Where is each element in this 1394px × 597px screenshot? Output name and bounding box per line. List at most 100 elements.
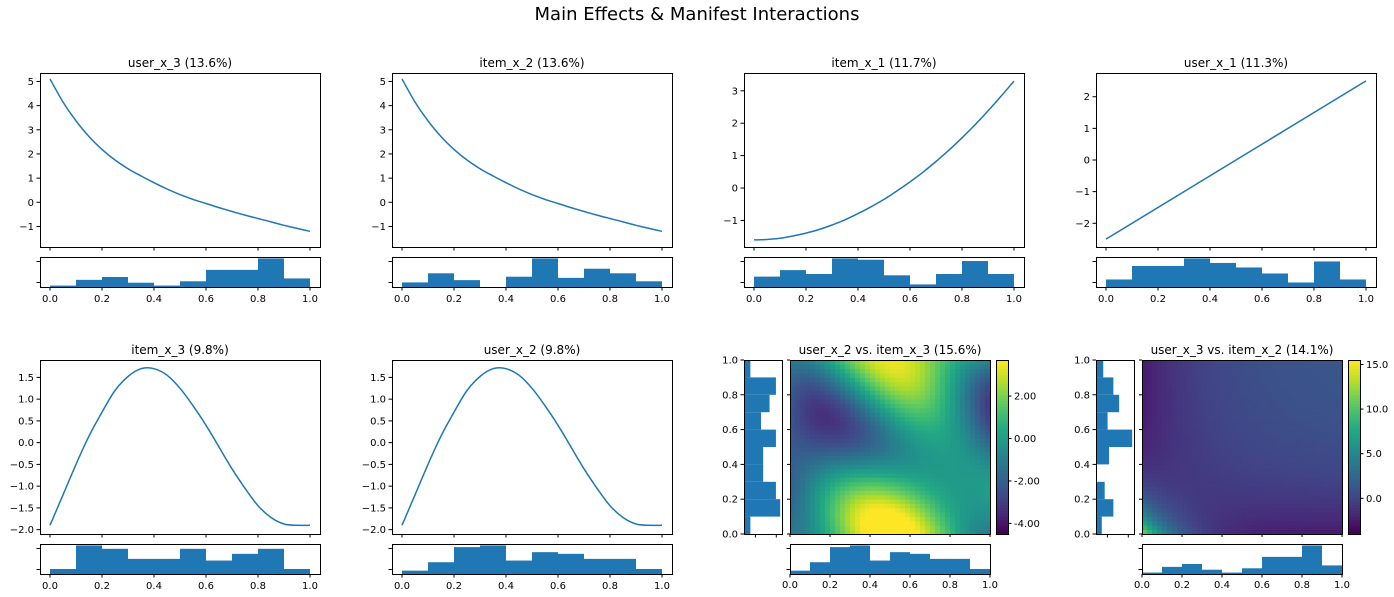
heatmap-cell-7-15-16 xyxy=(1217,460,1223,465)
histogram-bar-5-4 xyxy=(506,560,532,574)
heatmap-cell-6-19-26 xyxy=(885,416,891,422)
heatmap-cell-7-11-16 xyxy=(1197,460,1203,465)
heatmap-cell-7-5-39 xyxy=(1167,360,1173,365)
ytick-label-6-1: 0.2 xyxy=(722,495,738,506)
heatmap-cell-7-8-10 xyxy=(1182,486,1188,491)
heatmap-cell-7-7-7 xyxy=(1177,499,1183,504)
heatmap-cell-6-30-31 xyxy=(940,394,946,400)
heatmap-cell-7-13-39 xyxy=(1207,360,1213,365)
heatmap-cell-6-0-2 xyxy=(790,520,796,526)
heatmap-cell-6-17-20 xyxy=(875,442,881,448)
heatmap-cell-7-29-39 xyxy=(1287,360,1293,365)
heatmap-cell-7-15-9 xyxy=(1217,490,1223,496)
x-histogram-bar-6-5 xyxy=(890,552,910,574)
heatmap-cell-7-8-33 xyxy=(1182,386,1188,391)
heatmap-cell-7-33-17 xyxy=(1307,455,1313,461)
histogram-bar-1-9 xyxy=(636,281,662,287)
ytick-label-4-6: 1.0 xyxy=(18,395,34,406)
heatmap-cell-7-9-9 xyxy=(1187,490,1193,496)
heatmap-cell-7-25-32 xyxy=(1267,390,1273,396)
heatmap-cell-6-29-12 xyxy=(935,477,941,483)
heatmap-cell-6-25-7 xyxy=(915,499,921,504)
heatmap-cell-7-31-7 xyxy=(1297,499,1303,504)
heatmap-cell-7-25-21 xyxy=(1267,438,1273,444)
heatmap-cell-7-28-22 xyxy=(1282,433,1288,439)
heatmap-cell-6-10-9 xyxy=(840,490,846,496)
heatmap-cell-6-18-36 xyxy=(880,373,886,378)
heatmap-cell-6-11-5 xyxy=(845,507,851,513)
heatmap-cell-7-9-29 xyxy=(1187,403,1193,409)
heatmap-cell-6-34-2 xyxy=(960,520,966,526)
heatmap-cell-7-15-33 xyxy=(1217,386,1223,391)
colorbar-segment-6-25 xyxy=(996,458,1008,462)
heatmap-cell-6-6-10 xyxy=(820,486,826,491)
heatmap-cell-6-36-37 xyxy=(970,368,976,374)
heatmap-cell-6-16-15 xyxy=(870,464,876,470)
heatmap-cell-6-34-29 xyxy=(960,403,966,409)
heatmap-cell-6-3-5 xyxy=(805,507,811,513)
heatmap-cell-6-6-0 xyxy=(820,529,826,535)
heatmap-cell-6-9-13 xyxy=(835,473,841,478)
ytick-label-3-3: 1 xyxy=(1084,124,1090,135)
heatmap-cell-7-9-20 xyxy=(1187,442,1193,448)
heatmap-cell-7-26-37 xyxy=(1272,368,1278,374)
heatmap-cell-6-28-21 xyxy=(930,438,936,444)
heatmap-cell-7-2-8 xyxy=(1152,494,1158,500)
heatmap-cell-7-32-4 xyxy=(1302,512,1308,517)
heatmap-cell-7-32-11 xyxy=(1302,481,1308,487)
heatmap-cell-7-1-19 xyxy=(1147,447,1153,452)
heatmap-cell-6-22-9 xyxy=(900,490,906,496)
heatmap-cell-6-22-24 xyxy=(900,425,906,430)
heatmap-cell-6-31-12 xyxy=(945,477,951,483)
heatmap-cell-6-1-29 xyxy=(795,403,801,409)
heatmap-cell-7-26-19 xyxy=(1272,447,1278,452)
heatmap-cell-7-9-39 xyxy=(1187,360,1193,365)
heatmap-cell-6-14-3 xyxy=(860,516,866,522)
heatmap-cell-7-25-22 xyxy=(1267,433,1273,439)
heatmap-cell-6-0-12 xyxy=(790,477,796,483)
heatmap-cell-6-34-34 xyxy=(960,381,966,387)
heatmap-cell-6-1-2 xyxy=(795,520,801,526)
heatmap-cell-6-29-4 xyxy=(935,512,941,517)
histogram-bar-3-3 xyxy=(1184,258,1210,287)
heatmap-cell-6-37-32 xyxy=(975,390,981,396)
heatmap-cell-7-15-6 xyxy=(1217,503,1223,509)
histogram-xtick-label-5-4: 0.8 xyxy=(602,581,618,592)
heatmap-cell-6-1-7 xyxy=(795,499,801,504)
heatmap-cell-6-13-23 xyxy=(855,429,861,435)
heatmap-cell-7-27-36 xyxy=(1277,373,1283,378)
ytick-label-4-2: −1.0 xyxy=(10,482,34,493)
heatmap-cell-7-9-30 xyxy=(1187,399,1193,404)
heatmap-cell-6-38-8 xyxy=(980,494,986,500)
heatmap-cell-7-38-21 xyxy=(1332,438,1338,444)
heatmap-cell-7-38-1 xyxy=(1332,525,1338,531)
heatmap-cell-6-5-32 xyxy=(815,390,821,396)
heatmap-cell-7-15-23 xyxy=(1217,429,1223,435)
heatmap-cell-7-9-5 xyxy=(1187,507,1193,513)
heatmap-cell-7-14-6 xyxy=(1212,503,1218,509)
heatmap-cell-6-24-38 xyxy=(910,364,916,370)
heatmap-cell-6-24-20 xyxy=(910,442,916,448)
heatmap-cell-6-2-22 xyxy=(800,433,806,439)
heatmap-cell-6-35-0 xyxy=(965,529,971,535)
heatmap-cell-7-19-22 xyxy=(1237,433,1243,439)
heatmap-cell-7-2-24 xyxy=(1152,425,1158,430)
heatmap-cell-6-39-12 xyxy=(985,477,991,483)
colorbar-segment-7-5 xyxy=(1348,516,1360,520)
heatmap-cell-7-35-14 xyxy=(1317,468,1323,474)
heatmap-cell-7-21-13 xyxy=(1247,473,1253,478)
heatmap-cell-6-12-10 xyxy=(850,486,856,491)
heatmap-cell-7-14-18 xyxy=(1212,451,1218,457)
heatmap-cell-6-37-21 xyxy=(975,438,981,444)
heatmap-cell-7-6-22 xyxy=(1172,433,1178,439)
heatmap-cell-7-24-3 xyxy=(1262,516,1268,522)
heatmap-cell-7-23-35 xyxy=(1257,377,1263,383)
heatmap-cell-6-10-26 xyxy=(840,416,846,422)
heatmap-cell-6-21-13 xyxy=(895,473,901,478)
heatmap-cell-6-20-19 xyxy=(890,447,896,452)
x-histogram-bar-6-7 xyxy=(930,558,950,574)
heatmap-cell-6-33-31 xyxy=(955,394,961,400)
y-histogram-bar-6-5 xyxy=(744,429,776,447)
heatmap-cell-7-18-7 xyxy=(1232,499,1238,504)
heatmap-cell-7-20-28 xyxy=(1242,407,1248,413)
